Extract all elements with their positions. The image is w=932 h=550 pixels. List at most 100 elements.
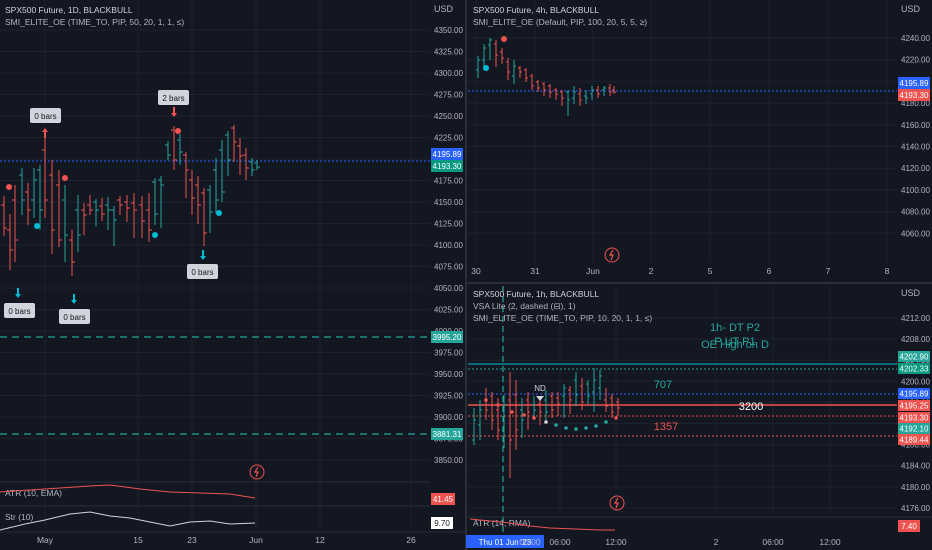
time-tick-label: 2 — [649, 266, 654, 276]
left-str-value: 9.70 — [434, 519, 450, 528]
annotation-707: 707 — [654, 379, 672, 391]
price-tick-label: 4100.00 — [901, 186, 930, 195]
smi-dot — [604, 420, 608, 424]
price-tag: 4193.30 — [898, 412, 930, 423]
smi-dot — [544, 420, 548, 424]
price-tick-label: 3925.00 — [434, 392, 463, 401]
signal-dot-red — [175, 128, 181, 134]
rt-title: SPX500 Future, 4h, BLACKBULL — [473, 5, 599, 15]
rt-indicator: SMI_ELITE_OE (Default, PIP, 100, 20, 5, … — [473, 17, 647, 27]
left-price-axis: 4350.00 4325.00 4300.00 4275.00 4250.00 4225.… — [434, 26, 463, 465]
left-indicator: SMI_ELITE_OE (TIME_TO, PIP, 50, 20, 1, 1… — [5, 17, 184, 27]
left-currency: USD — [434, 4, 454, 14]
smi-dot — [532, 416, 536, 420]
smi-dot — [510, 410, 514, 414]
price-tick-label: 4160.00 — [901, 121, 930, 130]
svg-text:4202.90: 4202.90 — [900, 353, 929, 362]
price-tick-label: 4125.00 — [434, 220, 463, 229]
time-tick-label: 26 — [406, 535, 416, 545]
time-tick-label: 8 — [885, 266, 890, 276]
smi-dot — [522, 413, 526, 417]
price-tick-label: 4025.00 — [434, 306, 463, 315]
smi-dot — [614, 416, 618, 420]
signal-dot-cyan — [216, 210, 222, 216]
time-tick-label: 12:00 — [819, 537, 841, 547]
rb-indicator2: SMI_ELITE_OE (TIME_TO, PIP, 10, 20, 1, 1… — [473, 313, 652, 323]
price-tick-label: 4180.00 — [901, 483, 930, 492]
rt-currency: USD — [901, 4, 921, 14]
svg-text:0 bars: 0 bars — [191, 268, 213, 277]
signal-dot-cyan — [483, 65, 489, 71]
signal-dot-cyan — [152, 232, 158, 238]
price-tick-label: 4350.00 — [434, 26, 463, 35]
time-tick-label: Jun — [586, 266, 600, 276]
time-tick-label: 30 — [471, 266, 481, 276]
time-tick-label: 12 — [315, 535, 325, 545]
svg-text:0 bars: 0 bars — [8, 307, 30, 316]
left-tag-green: 4193.30 — [433, 162, 462, 171]
time-tick-label: 12:00 — [605, 537, 627, 547]
price-tick-label: 4140.00 — [901, 143, 930, 152]
time-tick-label: 5 — [708, 266, 713, 276]
time-tick-label: 00:00 — [519, 537, 541, 547]
annotation-dt: 1h- DT P2 — [710, 322, 760, 334]
price-tick-label: 3850.00 — [434, 456, 463, 465]
price-tick-label: 4225.00 — [434, 134, 463, 143]
price-tick-label: 4212.00 — [901, 314, 930, 323]
price-tick-label: 4176.00 — [901, 504, 930, 513]
price-tick-label: 3950.00 — [434, 370, 463, 379]
price-tick-label: 4300.00 — [434, 69, 463, 78]
price-tag: 4202.90 — [898, 351, 930, 362]
rt-tag-red: 4193.30 — [900, 91, 929, 100]
smi-dot — [574, 427, 578, 431]
signal-dot-red — [62, 175, 68, 181]
rb-indicator1: VSA Lite (2, dashed (⊟), 1) — [473, 301, 576, 311]
smi-dot — [584, 426, 588, 430]
svg-text:2 bars: 2 bars — [162, 94, 184, 103]
price-tick-label: 4150.00 — [434, 198, 463, 207]
time-tick-label: 31 — [530, 266, 540, 276]
annotation-3200: 3200 — [739, 401, 763, 413]
time-tick-label: Jun — [249, 535, 263, 545]
smi-dot — [554, 423, 558, 427]
price-tick-label: 4060.00 — [901, 229, 930, 238]
rb-tags: 4202.90 4202.33 4195.89 4195.25 4193.30 4192.… — [898, 351, 930, 445]
smi-dot — [496, 403, 500, 407]
time-tick-label: 6 — [767, 266, 772, 276]
left-tag-dash1: 3995.20 — [433, 333, 462, 342]
price-tag: 4195.25 — [898, 400, 930, 411]
price-tick-label: 4325.00 — [434, 48, 463, 57]
price-tick-label: 4250.00 — [434, 112, 463, 121]
price-tag: 4202.33 — [898, 363, 930, 374]
price-tick-label: 3900.00 — [434, 413, 463, 422]
svg-text:0 bars: 0 bars — [63, 313, 85, 322]
price-tick-label: 4200.00 — [901, 377, 930, 386]
left-tag-blue: 4195.89 — [433, 150, 462, 159]
time-tick-label: May — [37, 535, 54, 545]
smi-dot — [564, 426, 568, 430]
svg-text:4192.10: 4192.10 — [900, 425, 929, 434]
svg-text:4195.25: 4195.25 — [900, 402, 929, 411]
rt-tag-blue: 4195.89 — [900, 79, 929, 88]
smi-dot — [594, 424, 598, 428]
time-tick-label: 06:00 — [549, 537, 571, 547]
time-tick-label: 06:00 — [762, 537, 784, 547]
price-tick-label: 4208.00 — [901, 335, 930, 344]
left-title: SPX500 Future, 1D, BLACKBULL — [5, 5, 133, 15]
signal-dot-red — [6, 184, 12, 190]
price-tick-label: 4080.00 — [901, 208, 930, 217]
price-tick-label: 4175.00 — [434, 177, 463, 186]
svg-text:4202.33: 4202.33 — [900, 365, 929, 374]
price-tick-label: 4050.00 — [434, 284, 463, 293]
price-tag: 4195.89 — [898, 388, 930, 399]
price-tick-label: 4275.00 — [434, 91, 463, 100]
rb-atr-value: 7.40 — [901, 522, 917, 531]
price-tag: 4192.10 — [898, 423, 930, 434]
price-tick-label: 4220.00 — [901, 56, 930, 65]
rb-currency: USD — [901, 288, 921, 298]
svg-text:0 bars: 0 bars — [34, 112, 56, 121]
price-tag: 4189.44 — [898, 434, 930, 445]
rb-title: SPX500 Future, 1h, BLACKBULL — [473, 289, 599, 299]
annotation-1357: 1357 — [654, 421, 678, 433]
annotation-nd: ND — [534, 384, 546, 393]
